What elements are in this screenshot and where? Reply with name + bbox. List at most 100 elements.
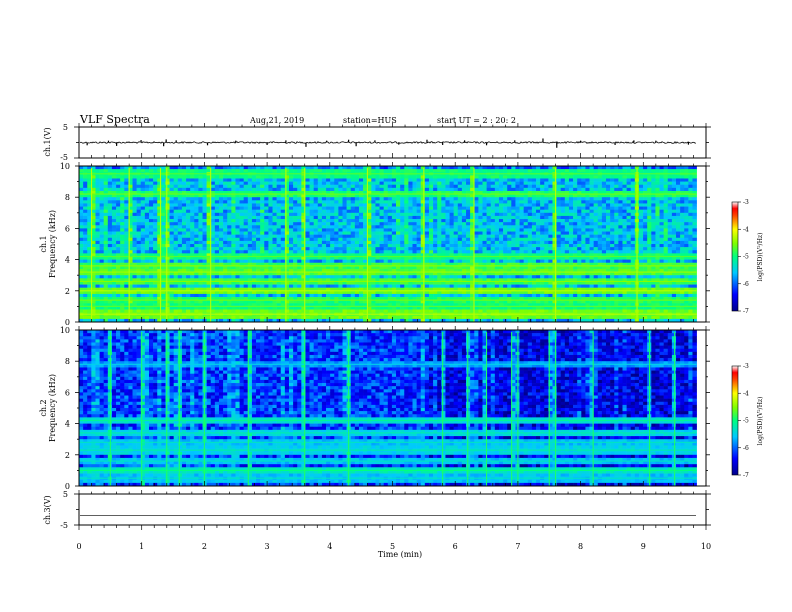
- spectrogram-cell: [462, 244, 466, 247]
- spectrogram-cell: [186, 225, 190, 228]
- spectrogram-cell: [198, 316, 202, 319]
- spectrogram-cell: [314, 216, 318, 219]
- spectrogram-cell: [161, 222, 165, 225]
- spectrogram-cell: [194, 247, 198, 250]
- spectrogram-cell: [445, 210, 449, 213]
- spectrogram-cell: [318, 185, 322, 188]
- spectrogram-cell: [145, 197, 149, 200]
- spectrogram-cell: [396, 166, 400, 169]
- spectrogram-cell: [437, 182, 441, 185]
- spectrogram-cell: [137, 166, 141, 169]
- spectrogram-cell: [371, 316, 375, 319]
- spectrogram-cell: [445, 203, 449, 206]
- spectrogram-cell: [182, 235, 186, 238]
- spectrogram-cell: [248, 238, 252, 241]
- spectrogram-cell: [186, 166, 190, 169]
- spectrogram-cell: [433, 182, 437, 185]
- spectrogram-cell: [359, 166, 363, 169]
- spectrogram-cell: [227, 294, 231, 297]
- spectrogram-cell: [318, 225, 322, 228]
- spectrogram-cell: [388, 275, 392, 278]
- spectrogram-cell: [347, 235, 351, 238]
- spectrogram-cell: [305, 178, 309, 181]
- spectrogram-cell: [289, 244, 293, 247]
- spectrogram-cell: [281, 260, 285, 263]
- spectrogram-cell: [392, 232, 396, 235]
- spectrogram-cell: [371, 275, 375, 278]
- spectrogram-cell: [458, 235, 462, 238]
- spectrogram-cell: [433, 294, 437, 297]
- spectrogram-cell: [83, 228, 87, 231]
- spectrogram-cell: [223, 275, 227, 278]
- spectrogram-cell: [198, 182, 202, 185]
- spectrogram-cell: [248, 182, 252, 185]
- spectrogram-cell: [248, 244, 252, 247]
- spectrogram-cell: [95, 175, 99, 178]
- spectrogram-cell: [351, 241, 355, 244]
- spectrogram-cell: [375, 225, 379, 228]
- spectrogram-cell: [203, 207, 207, 210]
- spectrogram-cell: [235, 275, 239, 278]
- spectrogram-cell: [322, 207, 326, 210]
- spectrogram-cell: [145, 232, 149, 235]
- spectrogram-cell: [474, 185, 478, 188]
- spectrogram-cell: [104, 228, 108, 231]
- spectrogram-cell: [413, 247, 417, 250]
- spectrogram-cell: [170, 178, 174, 181]
- spectrogram-cell: [231, 232, 235, 235]
- spectrogram-cell: [240, 232, 244, 235]
- spectrogram-cell: [466, 197, 470, 200]
- spectrogram-cell: [120, 244, 124, 247]
- spectrogram-cell: [425, 285, 429, 288]
- spectrogram-cell: [343, 169, 347, 172]
- spectrogram-cell: [425, 207, 429, 210]
- spectrogram-cell: [248, 203, 252, 206]
- spectrogram-cell: [429, 238, 433, 241]
- spectrogram-cell: [186, 294, 190, 297]
- spectrogram-cell: [260, 213, 264, 216]
- spectrogram-cell: [203, 225, 207, 228]
- spectrogram-cell: [137, 197, 141, 200]
- spectrogram-cell: [87, 178, 91, 181]
- spectrogram-cell: [355, 225, 359, 228]
- spectrogram-cell: [404, 232, 408, 235]
- spectrogram-cell: [351, 260, 355, 263]
- spectrogram-cell: [330, 216, 334, 219]
- spectrogram-cell: [474, 232, 478, 235]
- spectrogram-cell: [384, 241, 388, 244]
- spectrogram-cell: [343, 241, 347, 244]
- spectrogram-cell: [408, 185, 412, 188]
- spectrogram-cell: [223, 210, 227, 213]
- spectrogram-cell: [338, 232, 342, 235]
- spectrogram-cell: [305, 285, 309, 288]
- spectrogram-cell: [375, 260, 379, 263]
- spectrogram-cell: [248, 178, 252, 181]
- spectrogram-cell: [347, 219, 351, 222]
- spectrogram-cell: [116, 213, 120, 216]
- spectrogram-cell: [450, 178, 454, 181]
- spectrogram-cell: [359, 203, 363, 206]
- spectrogram-cell: [252, 285, 256, 288]
- spectrogram-cell: [87, 169, 91, 172]
- spectrogram-cell: [450, 310, 454, 313]
- spectrogram-cell: [404, 188, 408, 191]
- spectrogram-cell: [104, 238, 108, 241]
- spectrogram-cell: [95, 200, 99, 203]
- spectrogram-cell: [322, 175, 326, 178]
- spectrogram-cell: [417, 285, 421, 288]
- spectrogram-cell: [277, 200, 281, 203]
- spectrogram-cell: [235, 197, 239, 200]
- spectrogram-cell: [108, 235, 112, 238]
- spectrogram-cell: [330, 235, 334, 238]
- spectrogram-cell: [231, 219, 235, 222]
- spectrogram-cell: [458, 216, 462, 219]
- spectrogram-cell: [363, 241, 367, 244]
- spectrogram-cell: [343, 294, 347, 297]
- spectrogram-cell: [441, 169, 445, 172]
- spectrogram-cell: [120, 203, 124, 206]
- spectrogram-cell: [314, 166, 318, 169]
- spectrogram-cell: [161, 178, 165, 181]
- spectrogram-cell: [343, 285, 347, 288]
- spectrogram-cell: [413, 169, 417, 172]
- spectrogram-cell: [244, 219, 248, 222]
